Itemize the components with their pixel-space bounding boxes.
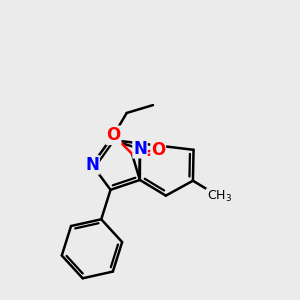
Text: CH$_3$: CH$_3$ <box>207 189 232 204</box>
Text: N: N <box>85 156 99 174</box>
Text: O: O <box>151 141 165 159</box>
Text: N: N <box>133 140 147 158</box>
Text: O: O <box>106 126 121 144</box>
